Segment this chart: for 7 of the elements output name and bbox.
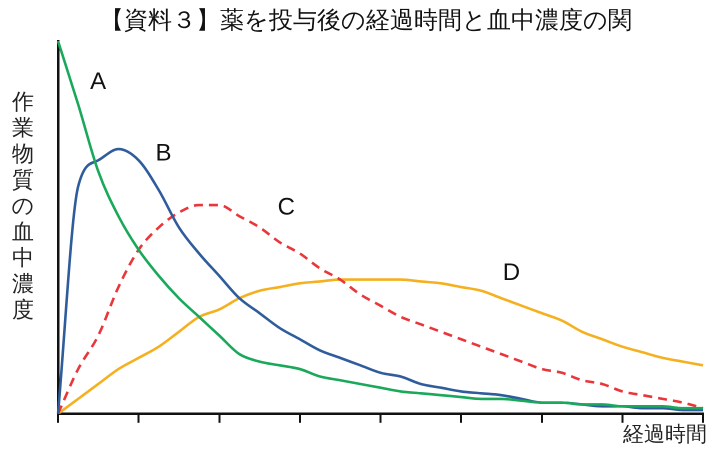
- series-label: A: [90, 68, 106, 95]
- text: 作業物質の血中濃度: [12, 90, 34, 323]
- series-label: D: [502, 258, 520, 286]
- series-label: C: [278, 194, 295, 221]
- x-axis-title: 経過時間: [623, 421, 707, 448]
- series-label: B: [155, 140, 172, 167]
- chart-title: 【資料３】薬を投与後の経過時間と血中濃度の関: [100, 5, 632, 36]
